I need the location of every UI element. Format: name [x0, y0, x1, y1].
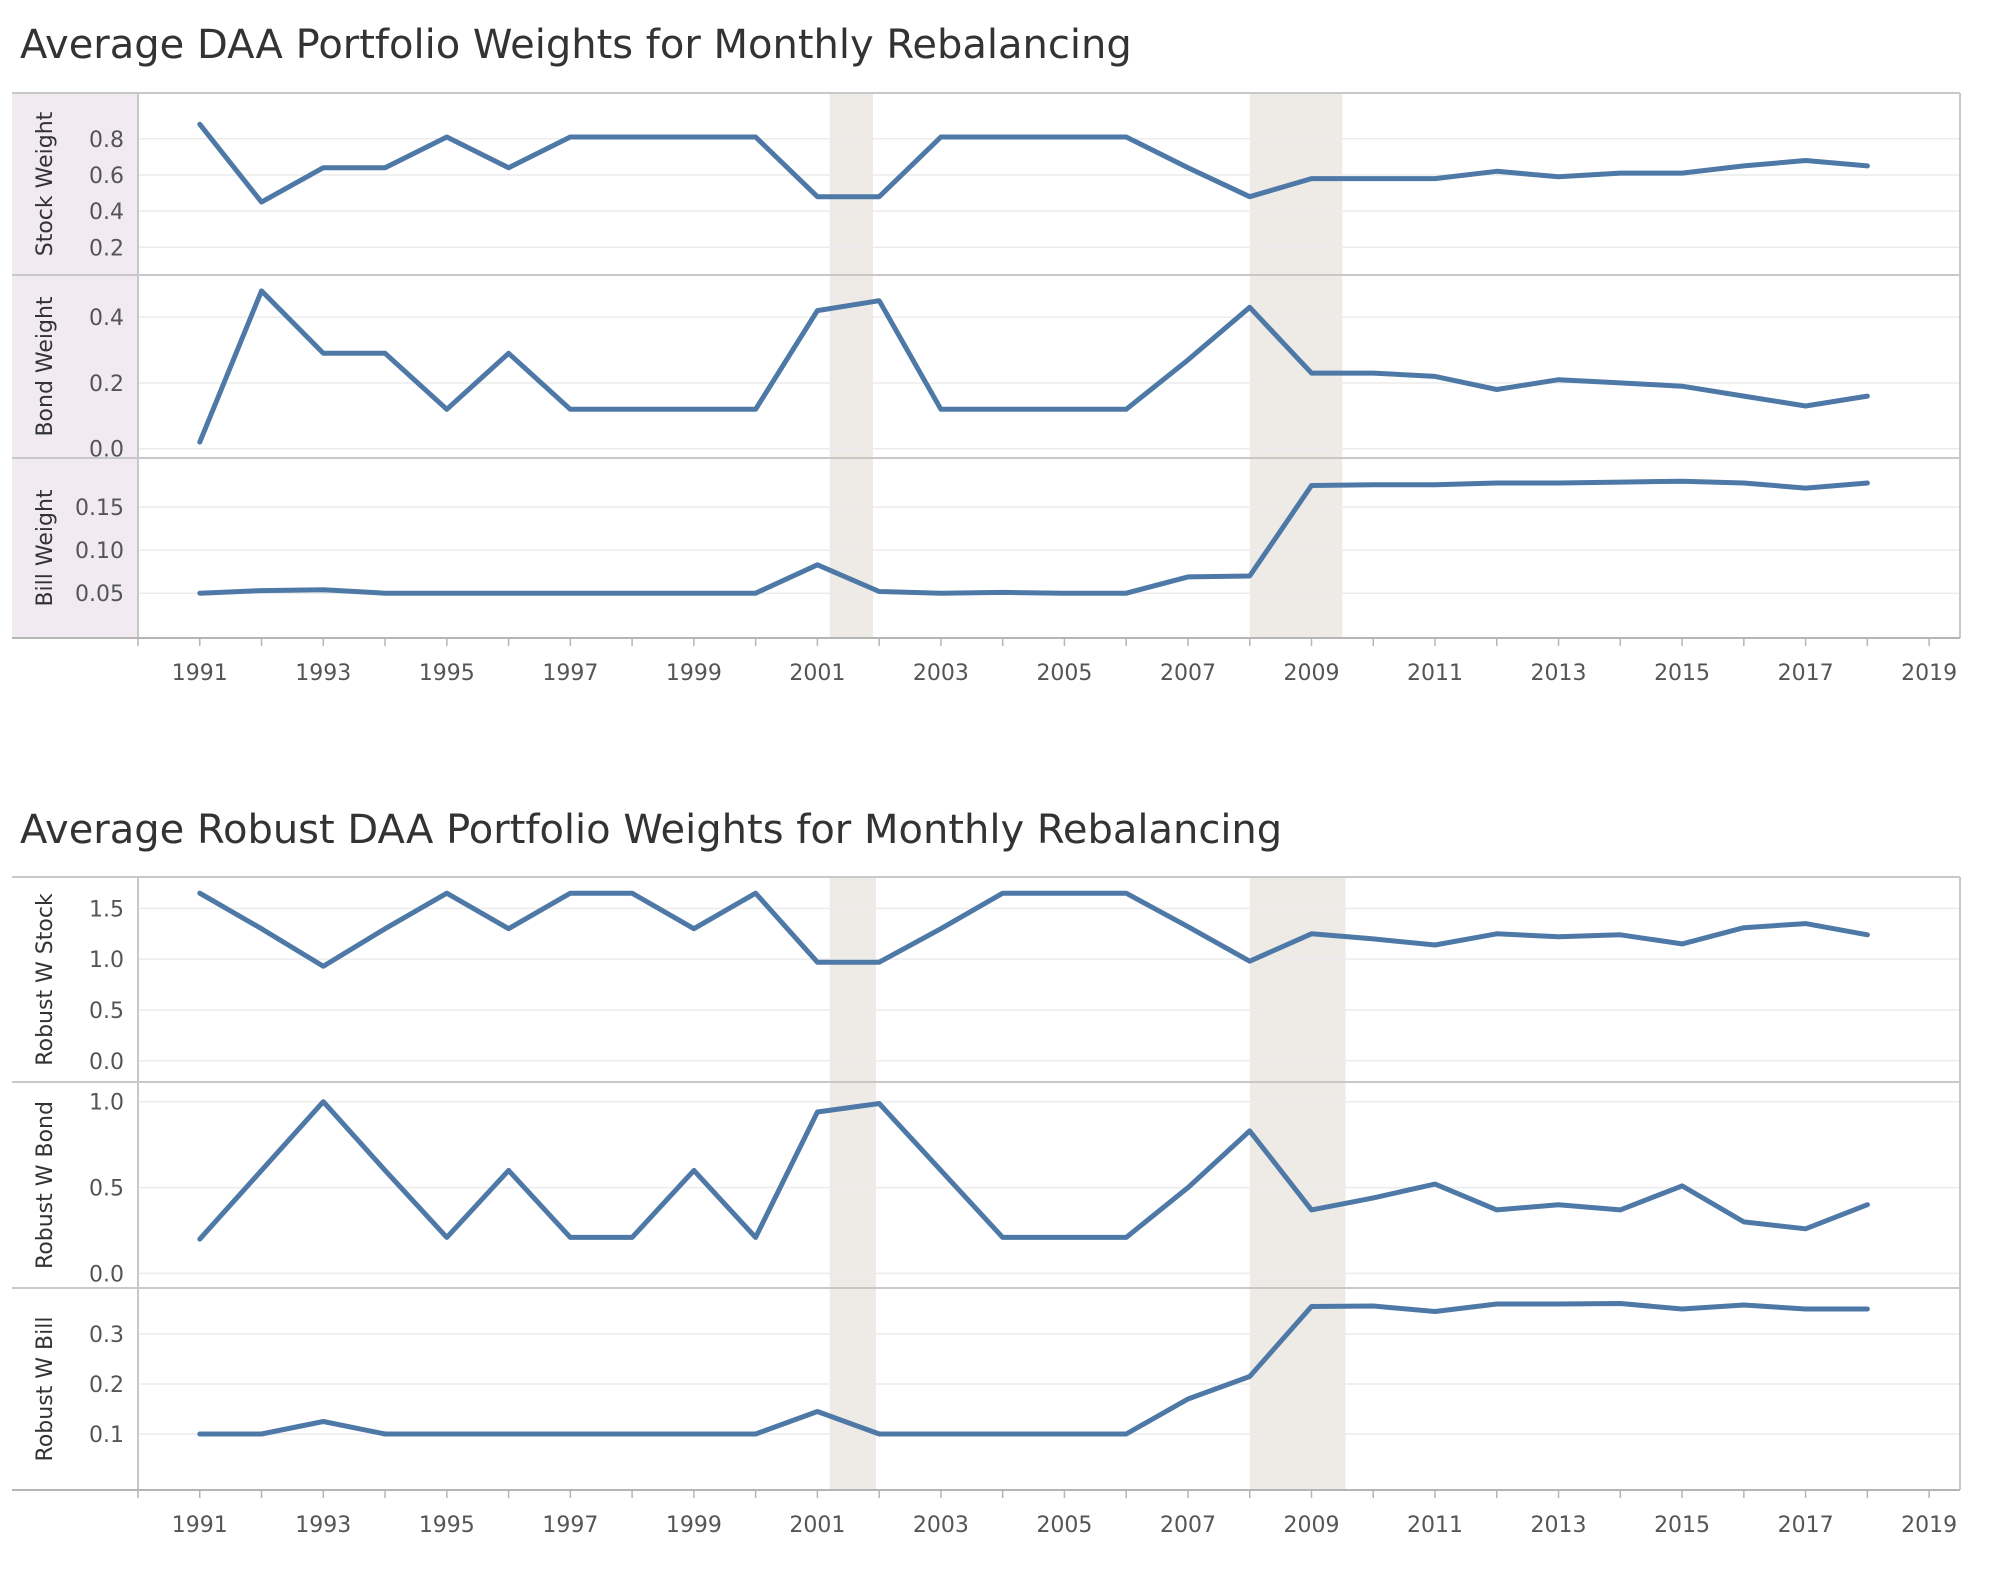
robust-daa-weights-chart: 0.0 0.5 1.0 1.5 Robust W Stock 0.0 0.5 1.0 Robus…: [12, 876, 1961, 1538]
y-axis-label: Robust W Bond: [33, 1101, 58, 1269]
x-tick-label: 1991: [172, 661, 228, 686]
recession-shade: [829, 93, 873, 638]
y-tick-label: 1.0: [89, 948, 124, 973]
x-tick-label: 2007: [1160, 1513, 1216, 1538]
y-axis-label: Robust W Bill: [33, 1317, 58, 1462]
series-line: [197, 288, 1870, 445]
y-tick-label: 0.4: [89, 306, 124, 331]
y-tick-label: 0.3: [89, 1323, 124, 1348]
x-tick-label: 2017: [1778, 661, 1834, 686]
y-tick-label: 0.0: [89, 1262, 124, 1287]
x-tick-label: 2007: [1160, 661, 1216, 686]
y-tick-label: 0.4: [89, 200, 124, 225]
x-tick-label: 2017: [1778, 1513, 1834, 1538]
x-tick-label: 2009: [1283, 661, 1339, 686]
x-tick-label: 2005: [1036, 661, 1092, 686]
y-tick-label: 0.05: [75, 582, 124, 607]
y-axis-label: Robust W Stock: [33, 893, 58, 1066]
x-tick-label: 1995: [419, 661, 475, 686]
x-tick-label: 1999: [666, 1513, 722, 1538]
x-tick-label: 2013: [1531, 1513, 1587, 1538]
y-tick-label: 0.6: [89, 164, 124, 189]
x-tick-label: 2015: [1654, 1513, 1710, 1538]
x-tick-label: 2001: [789, 661, 845, 686]
y-tick-label: 1.0: [89, 1091, 124, 1116]
x-tick-label: 1993: [295, 661, 351, 686]
label-band: [12, 458, 138, 638]
series-line: [197, 1301, 1870, 1437]
label-band: [12, 93, 138, 275]
y-tick-label: 0.1: [89, 1423, 124, 1448]
x-tick-label: 2019: [1901, 661, 1957, 686]
x-tick-label: 2003: [913, 1513, 969, 1538]
series-line: [197, 478, 1870, 596]
series-line: [197, 1099, 1870, 1242]
recession-shade: [829, 877, 877, 1490]
x-tick-label: 1997: [542, 661, 598, 686]
x-tick-label: 1997: [542, 1513, 598, 1538]
y-tick-label: 0.5: [89, 1177, 124, 1202]
recession-shade: [1249, 877, 1346, 1490]
y-axis-label: Bill Weight: [33, 489, 58, 606]
series-line: [197, 890, 1870, 969]
x-tick-label: 2003: [913, 661, 969, 686]
y-tick-label: 0.10: [75, 539, 124, 564]
x-tick-label: 2009: [1283, 1513, 1339, 1538]
y-tick-label: 0.15: [75, 496, 124, 521]
y-axis-label: Bond Weight: [33, 296, 58, 436]
y-tick-label: 0.2: [89, 236, 124, 261]
y-tick-label: 1.5: [89, 897, 124, 922]
x-tick-label: 2013: [1531, 661, 1587, 686]
chart-title-1: Average DAA Portfolio Weights for Monthl…: [20, 22, 1132, 68]
x-tick-label: 1993: [295, 1513, 351, 1538]
x-tick-label: 2001: [789, 1513, 845, 1538]
x-tick-label: 2015: [1654, 661, 1710, 686]
x-tick-label: 1999: [666, 661, 722, 686]
y-tick-label: 0.5: [89, 999, 124, 1024]
series-line: [197, 121, 1870, 205]
x-tick-label: 2011: [1407, 661, 1463, 686]
y-axis-label: Stock Weight: [33, 111, 58, 256]
x-tick-label: 2019: [1901, 1513, 1957, 1538]
y-tick-label: 0.0: [89, 1050, 124, 1075]
x-tick-label: 2005: [1036, 1513, 1092, 1538]
y-tick-label: 0.8: [89, 128, 124, 153]
y-tick-label: 0.2: [89, 372, 124, 397]
label-band: [12, 275, 138, 458]
y-tick-label: 0.2: [89, 1373, 124, 1398]
chart-title-2: Average Robust DAA Portfolio Weights for…: [20, 807, 1282, 853]
x-tick-label: 1995: [419, 1513, 475, 1538]
x-tick-label: 1991: [172, 1513, 228, 1538]
x-tick-label: 2011: [1407, 1513, 1463, 1538]
